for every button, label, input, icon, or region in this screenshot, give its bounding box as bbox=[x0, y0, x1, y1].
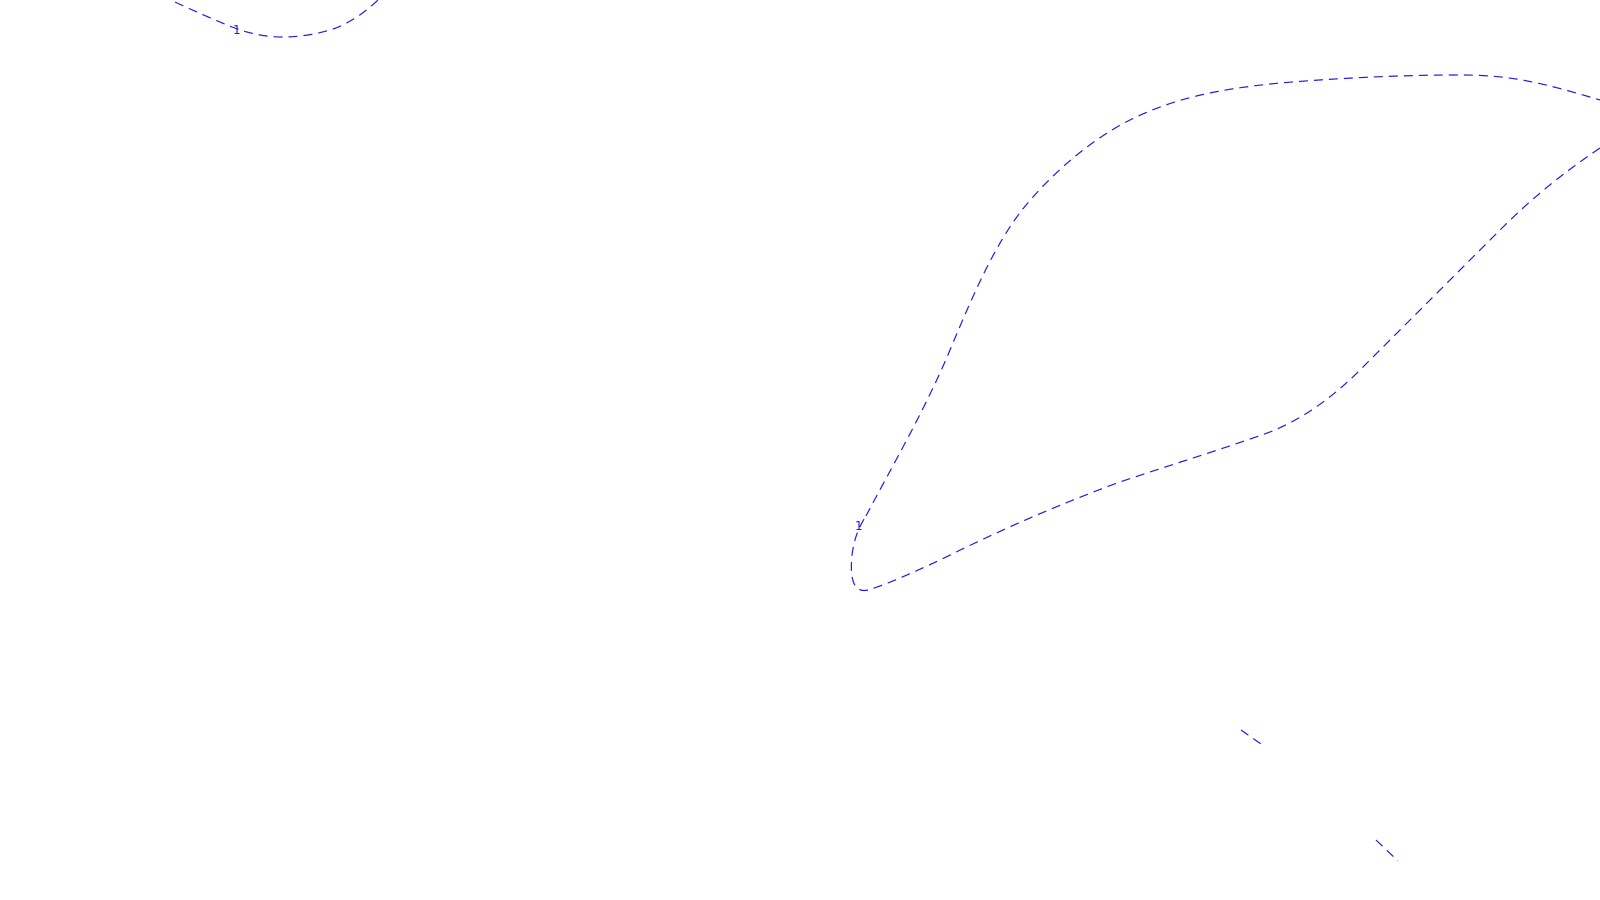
contour-label-main: 1 bbox=[855, 519, 863, 533]
contour-fragment-2 bbox=[1375, 839, 1399, 862]
contour-line-top-left bbox=[174, 0, 379, 38]
contour-line-main bbox=[865, 74, 1600, 517]
contour-line-main-lower bbox=[850, 147, 1600, 592]
contour-fragment-1 bbox=[1240, 729, 1262, 745]
contour-label-top-left: 1 bbox=[233, 23, 241, 37]
